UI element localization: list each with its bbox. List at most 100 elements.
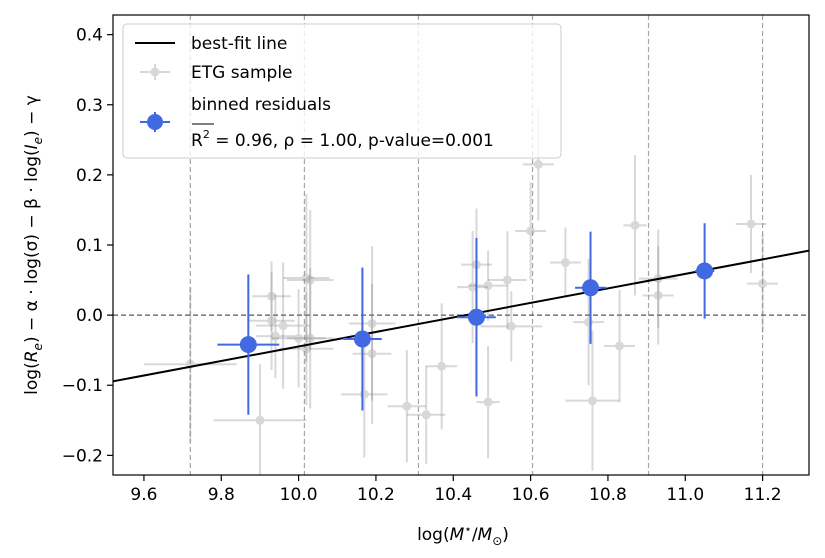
y-tick-label: 0.4 <box>76 26 103 46</box>
legend-stats-r: R <box>191 131 203 151</box>
etg-point <box>406 365 446 464</box>
y-axis-label: log(Re) − α · log(σ) − β · log(Ie) − γ <box>22 95 45 395</box>
etg-marker <box>533 159 543 169</box>
legend-stats: R2 = 0.96, ρ = 1.00, p-value=0.001 <box>191 128 494 151</box>
legend-label-binned: binned residuals <box>191 95 331 115</box>
y-label-part: ) − γ <box>22 95 42 137</box>
x-tick-label: 9.6 <box>130 485 157 505</box>
x-label-part: / <box>472 525 478 545</box>
etg-marker <box>301 344 311 354</box>
legend-stats-sup: 2 <box>203 128 210 141</box>
x-tick-label: 11.0 <box>666 485 704 505</box>
etg-marker <box>294 333 304 343</box>
y-tick-label: 0.1 <box>76 236 103 256</box>
x-label-part: ⊙ <box>492 534 502 548</box>
etg-marker <box>278 321 288 331</box>
x-axis-label: log(M⋆/M⊙) <box>417 522 509 548</box>
y-tick-label: 0.2 <box>76 166 103 186</box>
etg-point <box>352 283 392 424</box>
binned-marker <box>582 279 600 297</box>
etg-marker <box>270 331 280 341</box>
binned-point <box>575 231 606 344</box>
binned-point <box>343 267 382 411</box>
legend: best-fit line ETG sample binned residual… <box>122 23 562 159</box>
etg-marker <box>483 281 493 291</box>
etg-point <box>248 271 295 370</box>
etg-marker <box>437 361 447 371</box>
etg-marker <box>305 275 315 285</box>
binned-marker <box>239 336 257 354</box>
etg-marker <box>402 401 412 411</box>
binned-marker <box>696 262 714 280</box>
best-fit-series <box>112 249 810 383</box>
etg-point <box>271 289 326 388</box>
etg-marker <box>359 389 369 399</box>
etg-marker <box>255 415 265 425</box>
etg-point <box>387 350 427 463</box>
etg-point <box>426 303 458 430</box>
x-tick-label: 10.0 <box>280 485 318 505</box>
binned-point <box>217 274 280 415</box>
etg-marker <box>502 275 512 285</box>
etg-marker <box>506 321 516 331</box>
etg-point <box>480 291 543 362</box>
binned-marker <box>467 308 485 326</box>
etg-marker <box>630 220 640 230</box>
etg-point <box>549 227 581 298</box>
etg-marker <box>301 273 311 283</box>
etg-point <box>623 155 647 296</box>
x-tick-label: 10.4 <box>434 485 472 505</box>
y-tick-label: 0.3 <box>76 96 103 116</box>
x-tick-label: 10.8 <box>589 485 627 505</box>
etg-marker <box>758 279 768 289</box>
y-label-part: log( <box>22 362 42 395</box>
etg-point <box>252 261 291 332</box>
etg-point <box>488 230 527 330</box>
etg-marker <box>483 397 493 407</box>
etg-point <box>468 250 508 321</box>
etg-marker <box>468 282 478 292</box>
etg-marker <box>305 333 315 343</box>
etg-point <box>515 181 547 281</box>
etg-point <box>735 174 767 274</box>
y-tick-label: −0.2 <box>62 446 103 466</box>
legend-etg-swatch <box>140 64 170 80</box>
etg-point <box>287 209 334 351</box>
etg-point <box>565 330 620 471</box>
y-label-part: e <box>31 343 45 350</box>
etg-marker <box>746 219 756 229</box>
binned-point <box>457 237 496 397</box>
etg-marker <box>267 291 277 301</box>
legend-box <box>122 23 562 159</box>
x-label-part: ) <box>502 525 509 545</box>
etg-point <box>213 364 307 475</box>
best-fit-line <box>112 249 810 383</box>
legend-bin-swatch <box>140 112 170 132</box>
y-tick-label: 0.0 <box>76 306 103 326</box>
etg-point <box>256 262 311 389</box>
etg-marker <box>526 226 536 236</box>
etg-point <box>283 193 330 363</box>
etg-point <box>604 289 635 403</box>
legend-label-fit: best-fit line <box>191 34 287 54</box>
binned-point <box>694 223 715 319</box>
y-label-part: ) − α · log(σ) − β · log( <box>22 149 42 343</box>
x-label-part: M <box>450 525 465 545</box>
etg-marker <box>653 290 663 300</box>
y-tick-label: −0.1 <box>62 376 103 396</box>
etg-marker <box>421 410 431 420</box>
legend-label-etg: ETG sample <box>191 63 293 83</box>
legend-stats-rest: = 0.96, ρ = 1.00, p-value=0.001 <box>210 131 494 151</box>
etg-marker <box>367 319 377 329</box>
etg-point <box>642 246 674 345</box>
etg-point <box>287 268 334 409</box>
y-label-part: R <box>22 350 42 362</box>
etg-marker <box>367 349 377 359</box>
x-label-part: ⋆ <box>464 522 472 536</box>
etg-point <box>747 234 779 333</box>
etg-marker <box>560 258 570 268</box>
etg-marker <box>267 316 277 326</box>
x-tick-label: 11.2 <box>744 485 782 505</box>
x-axis-ticks: 9.6 9.8 10.0 10.2 10.4 10.6 10.8 11.0 11.2 <box>130 475 782 505</box>
